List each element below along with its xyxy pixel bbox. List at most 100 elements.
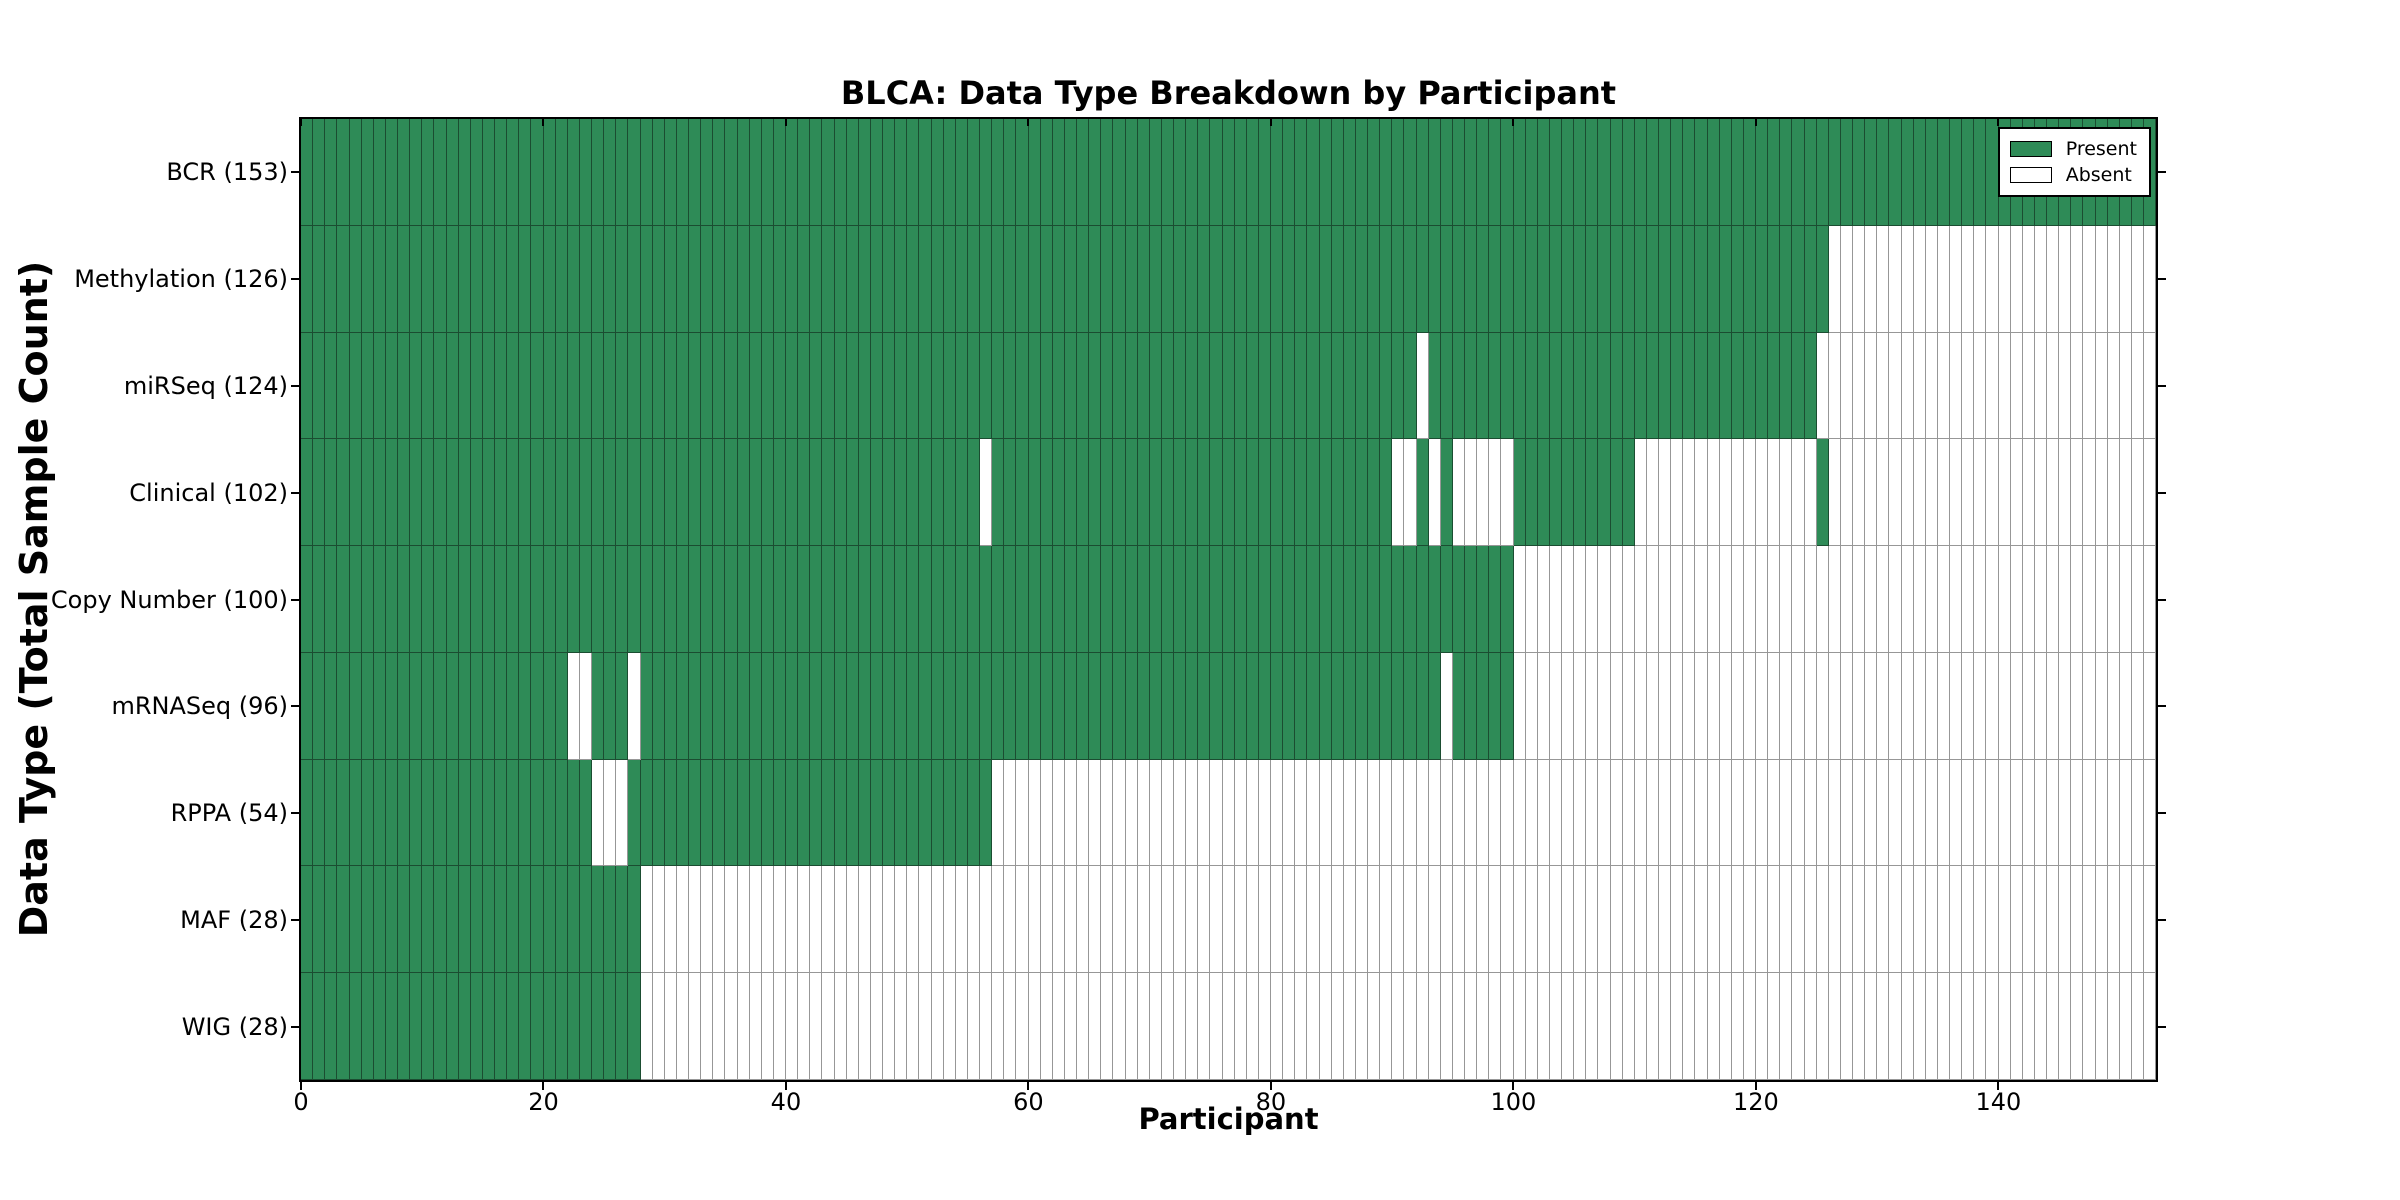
heatmap-cell [1246,119,1259,226]
heatmap-cell [1452,225,1465,333]
heatmap-cell [1016,652,1029,760]
heatmap-cell [725,652,738,760]
heatmap-cell [1743,866,1756,974]
heatmap-cell [1937,225,1950,333]
heatmap-cell [1537,546,1550,653]
heatmap-cell [1586,866,1599,974]
heatmap-cell [543,866,556,974]
heatmap-cell [1089,973,1102,1081]
x-tick-mark-top [300,119,302,126]
heatmap-cell [349,866,362,974]
heatmap-cell [1064,759,1077,867]
heatmap-cell [1731,866,1744,974]
heatmap-cell [1222,652,1235,760]
heatmap-cell [846,652,859,760]
heatmap-cell [1586,225,1599,333]
heatmap-cell [1913,973,1926,1081]
heatmap-cell [640,225,653,333]
heatmap-cell [834,652,847,760]
heatmap-cell [1865,546,1878,653]
heatmap-cell [2144,225,2157,333]
heatmap-cell [810,225,823,333]
heatmap-cell [895,225,908,333]
heatmap-cell [1416,439,1429,547]
heatmap-cell [1355,439,1368,547]
heatmap-cell [1768,119,1781,226]
heatmap-cell [1537,439,1550,547]
heatmap-cell [398,759,411,867]
heatmap-cell [470,759,483,867]
heatmap-cell [1962,546,1975,653]
heatmap-cell [1404,225,1417,333]
heatmap-cell [761,332,774,440]
heatmap-cell [1210,866,1223,974]
heatmap-cell [955,866,968,974]
heatmap-cell [1719,973,1732,1081]
heatmap-cell [1853,546,1866,653]
heatmap-cell [967,546,980,653]
heatmap-cell [798,439,811,547]
heatmap-cell [1925,119,1938,226]
heatmap-cell [943,652,956,760]
heatmap-cell [1052,759,1065,867]
heatmap-cell [1816,439,1829,547]
heatmap-cell [1392,225,1405,333]
heatmap-cell [883,225,896,333]
heatmap-cell [1853,759,1866,867]
heatmap-cell [1016,439,1029,547]
heatmap-cell [640,332,653,440]
heatmap-cell [992,332,1005,440]
heatmap-cell [1622,866,1635,974]
heatmap-cell [2010,332,2023,440]
heatmap-cell [955,973,968,1081]
heatmap-cell [761,652,774,760]
heatmap-cell [907,652,920,760]
heatmap-cell [810,332,823,440]
heatmap-cell [1937,759,1950,867]
heatmap-cell [1962,439,1975,547]
heatmap-cell [810,866,823,974]
heatmap-cell [955,119,968,226]
heatmap-cell [955,546,968,653]
heatmap-cell [616,119,629,226]
heatmap-cell [495,225,508,333]
heatmap-cell [1586,332,1599,440]
heatmap-cell [301,973,314,1081]
heatmap-cell [919,332,932,440]
heatmap-cell [1853,332,1866,440]
heatmap-cell [1149,546,1162,653]
heatmap-cell [713,439,726,547]
heatmap-cell [1877,866,1890,974]
heatmap-cell [689,439,702,547]
heatmap-cell [967,439,980,547]
heatmap-cell [858,759,871,867]
y-tick-label-copy-number: Copy Number (100) [50,585,288,614]
heatmap-cell [1258,332,1271,440]
heatmap-cell [531,759,544,867]
heatmap-cell [1537,225,1550,333]
heatmap-cell [2047,973,2060,1081]
heatmap-cell [870,759,883,867]
heatmap-cell [810,759,823,867]
heatmap-cell [1719,759,1732,867]
heatmap-cell [434,119,447,226]
heatmap-cell [1974,546,1987,653]
heatmap-cell [507,119,520,226]
heatmap-cell [470,652,483,760]
heatmap-cell [2119,332,2132,440]
heatmap-cell [1549,225,1562,333]
heatmap-cell [2059,866,2072,974]
heatmap-cell [2095,439,2108,547]
heatmap-cell [1004,652,1017,760]
heatmap-cell [1064,546,1077,653]
heatmap-cell [1780,225,1793,333]
heatmap-cell [458,225,471,333]
heatmap-cell [1477,225,1490,333]
heatmap-cell [2071,866,2084,974]
heatmap-cell [1477,119,1490,226]
heatmap-cell [1537,973,1550,1081]
heatmap-cell [398,652,411,760]
heatmap-cell [846,866,859,974]
heatmap-cell [482,866,495,974]
heatmap-cell [1586,546,1599,653]
